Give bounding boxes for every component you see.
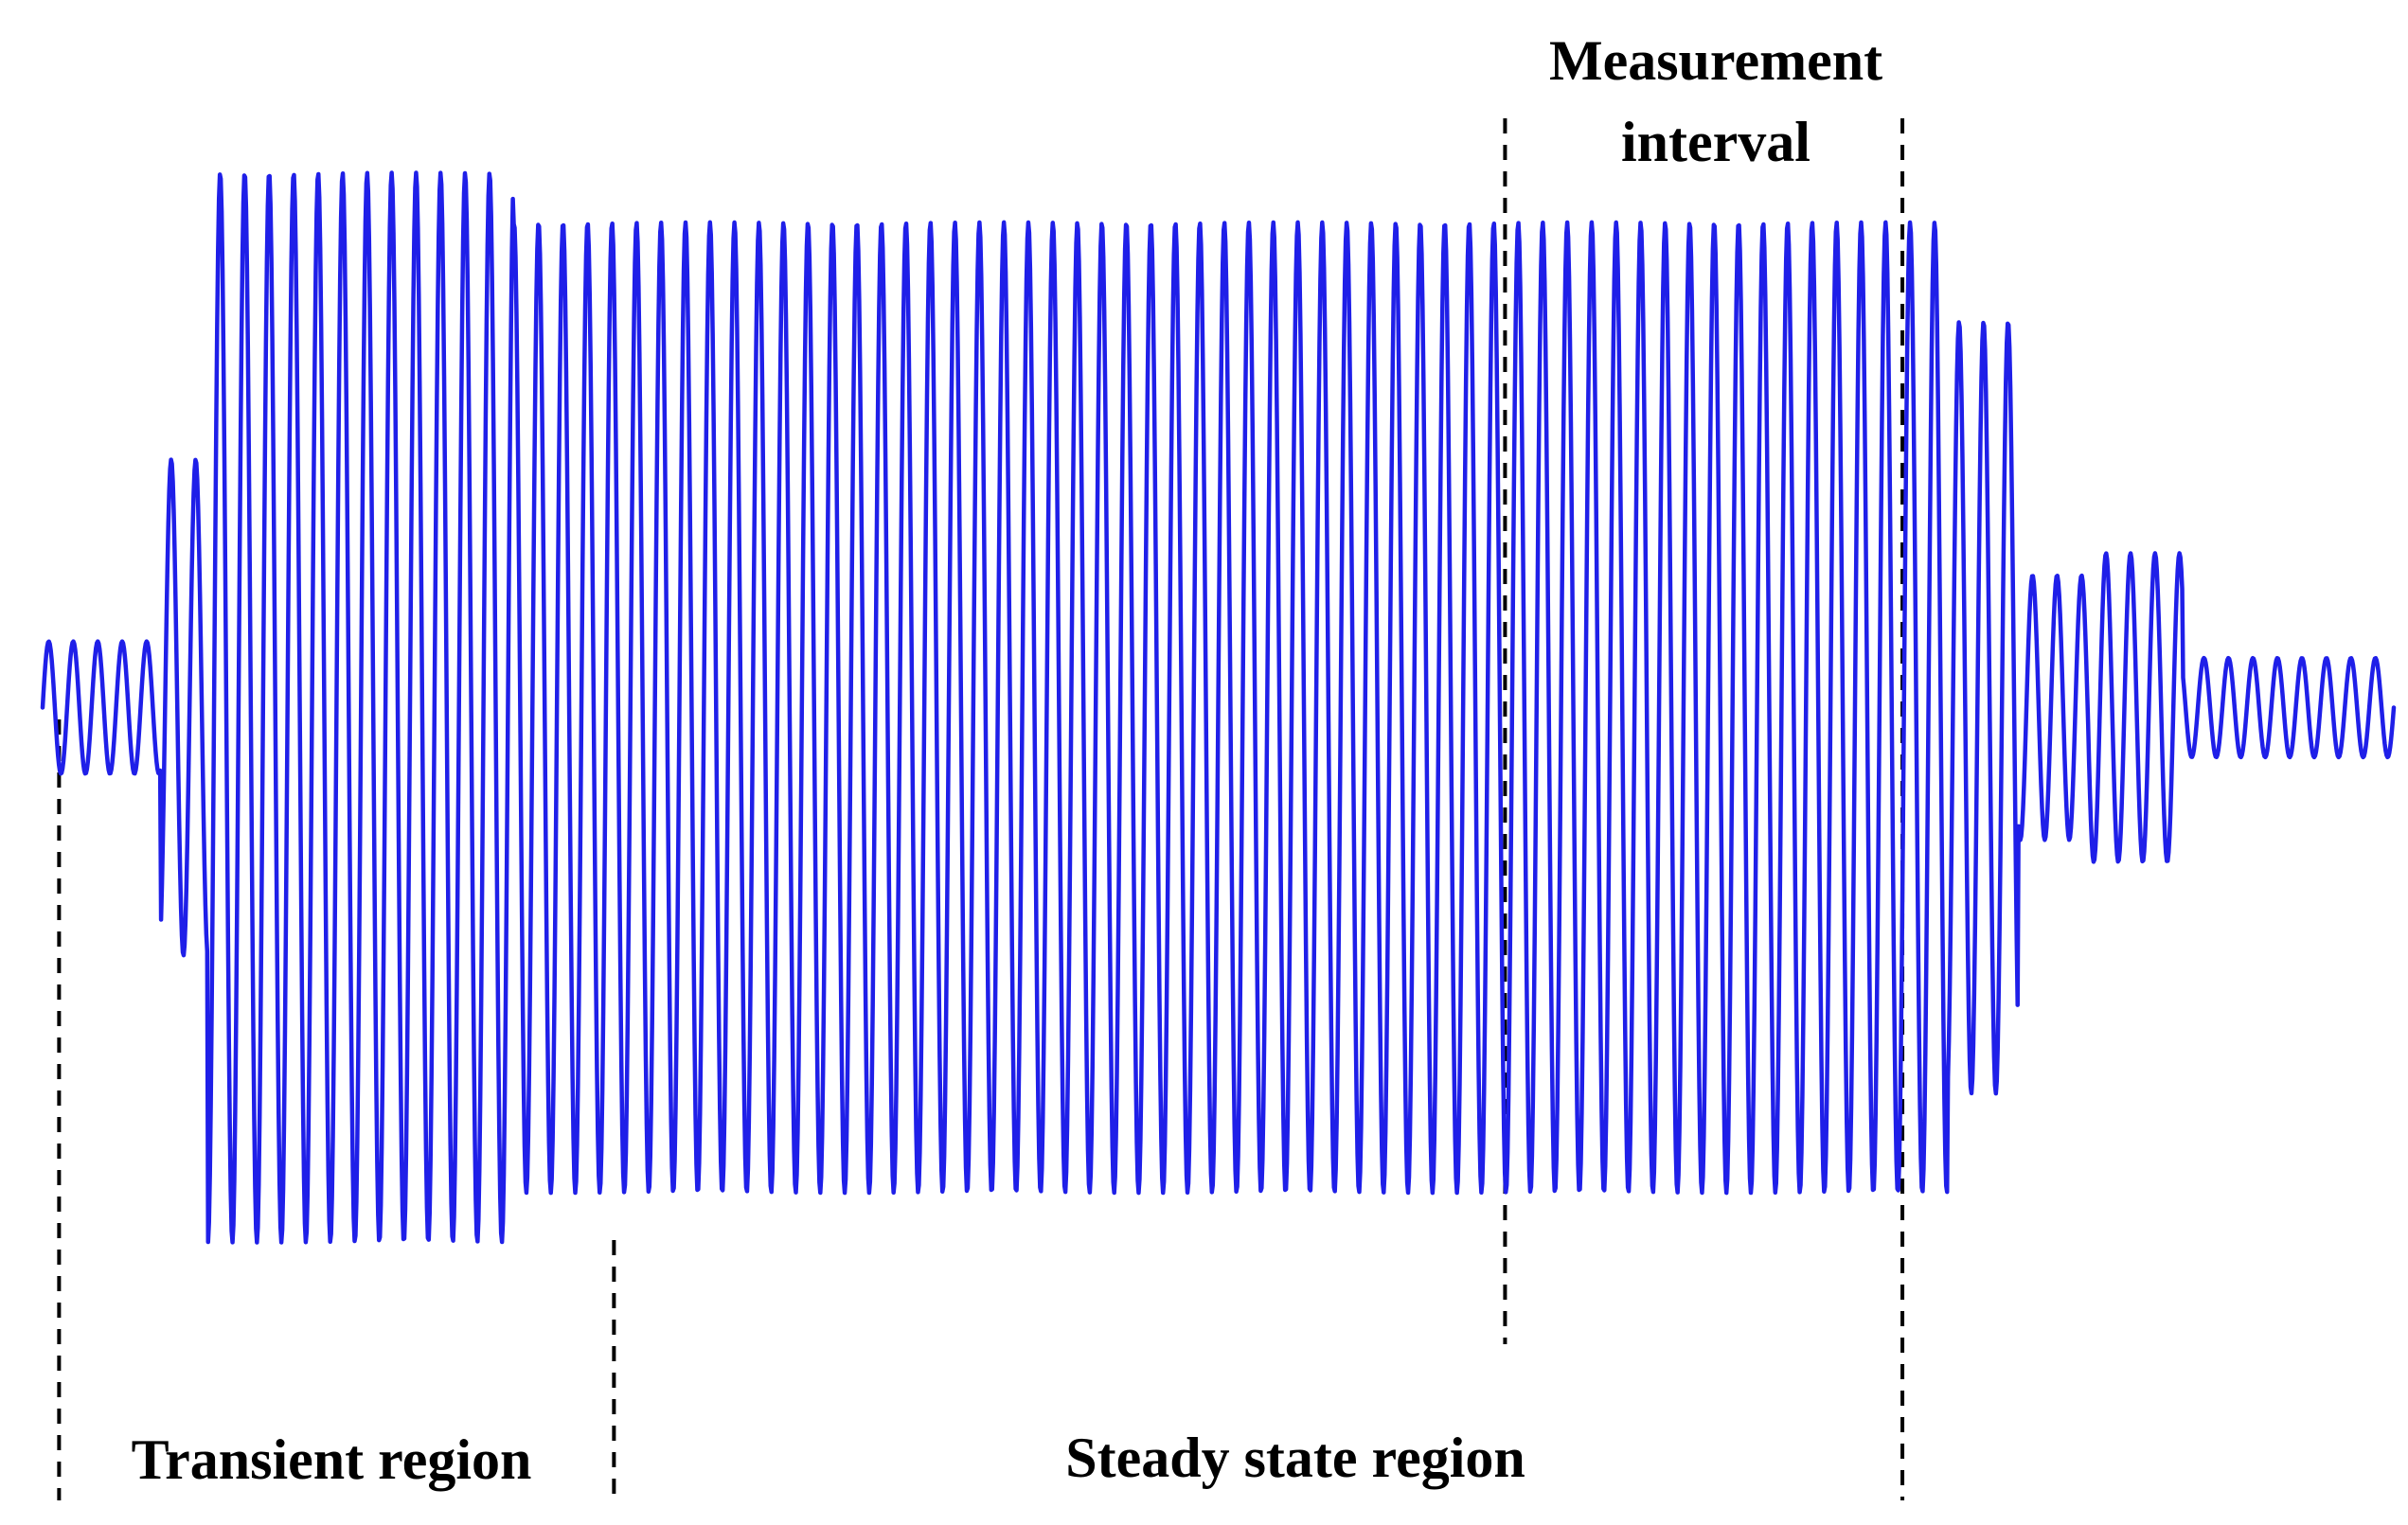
transient-region-label: Transient region bbox=[132, 1428, 532, 1491]
signal-waveform bbox=[40, 170, 2397, 1245]
measurement-interval-label-line1: Measurement bbox=[1549, 29, 1882, 92]
measurement-interval-label-line2: interval bbox=[1621, 111, 1810, 173]
steady-state-region-label: Steady state region bbox=[1065, 1427, 1525, 1489]
